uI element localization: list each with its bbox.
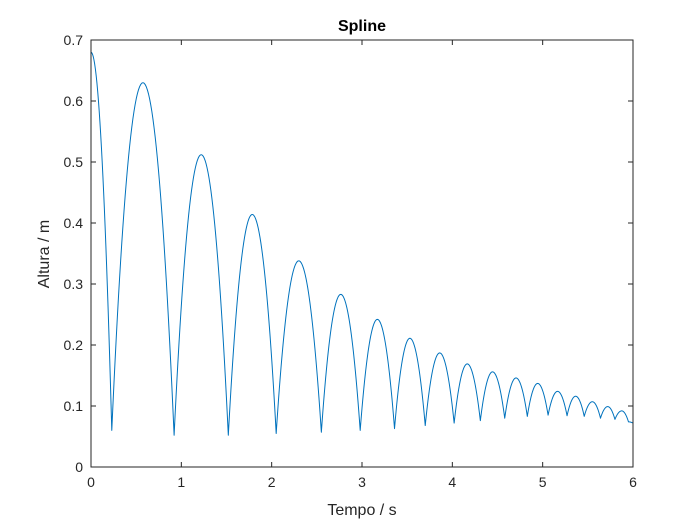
y-tick-label: 0.1: [64, 398, 84, 414]
tick-labels: 0 1 2 3 4 5 6 0 0.1 0.2 0.3 0.4 0.5 0.6 0.7: [64, 32, 638, 490]
chart-title: Spline: [338, 18, 386, 35]
y-tick-label: 0: [75, 459, 83, 475]
x-tick-label: 1: [177, 474, 185, 490]
y-tick-label: 0.4: [64, 215, 84, 231]
plot-area-background: [91, 40, 633, 467]
y-tick-label: 0.2: [64, 337, 84, 353]
x-tick-label: 5: [539, 474, 547, 490]
x-tick-label: 3: [358, 474, 366, 490]
x-tick-label: 0: [87, 474, 95, 490]
x-tick-label: 4: [448, 474, 456, 490]
x-tick-label: 2: [268, 474, 276, 490]
tick-marks: [90, 39, 634, 468]
y-axis-label: Altura / m: [36, 220, 53, 288]
x-axis-label: Tempo / s: [327, 502, 396, 519]
y-tick-label: 0.5: [64, 154, 84, 170]
y-tick-label: 0.7: [64, 32, 84, 48]
y-tick-label: 0.3: [64, 276, 84, 292]
y-tick-label: 0.6: [64, 93, 84, 109]
x-tick-label: 6: [629, 474, 637, 490]
series-line: [90, 51, 634, 436]
